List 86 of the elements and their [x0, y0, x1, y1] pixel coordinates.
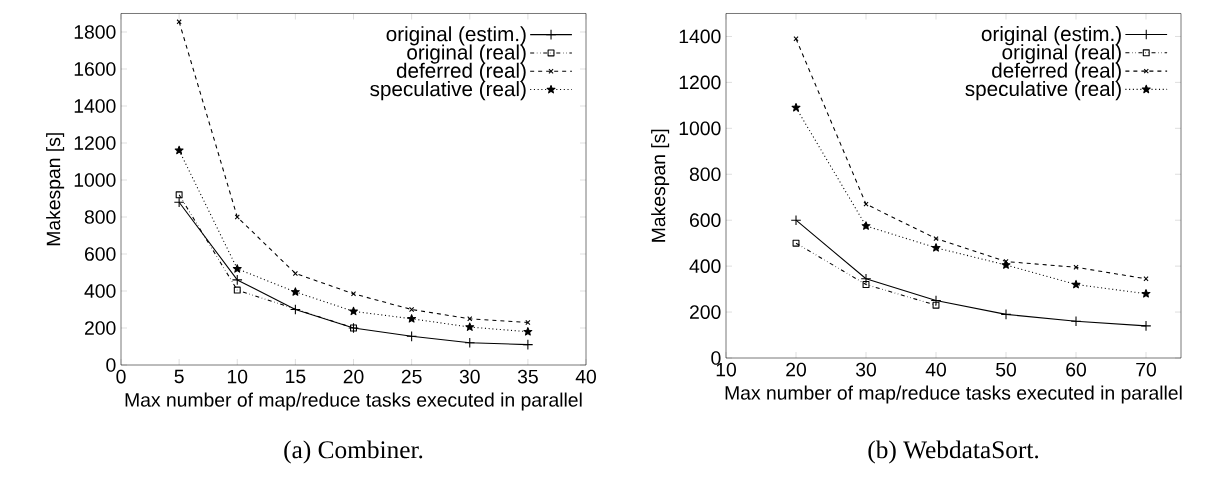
point	[290, 287, 300, 296]
y-tick-label: 1000	[74, 173, 116, 187]
legend-label: original (real)	[407, 44, 526, 64]
legend-label: original (estim.)	[981, 26, 1121, 46]
x-tick-label: 35	[517, 369, 538, 384]
text: (b) WebdataSort.	[868, 440, 1039, 464]
point	[232, 264, 242, 273]
point	[791, 103, 801, 112]
point	[407, 314, 417, 323]
point	[790, 214, 802, 226]
x-tick-label: 0	[116, 369, 126, 384]
y-tick-label: 1000	[679, 121, 721, 136]
x-tick-label: 25	[401, 369, 422, 384]
legend-label: original (real)	[1002, 44, 1121, 64]
legend-label: original (estim.)	[386, 26, 526, 46]
y-tick-label: 800	[689, 167, 721, 182]
point	[1140, 320, 1152, 332]
point	[174, 145, 184, 155]
y-tick-label: 400	[84, 284, 116, 298]
x-tick-label: 5	[174, 369, 184, 384]
point	[1070, 315, 1082, 327]
point	[292, 270, 298, 277]
point	[464, 337, 476, 349]
point	[406, 330, 417, 342]
y-tick-label: 1600	[74, 62, 116, 76]
y-tick-label: 600	[85, 247, 116, 261]
point	[862, 281, 870, 288]
legend-label: deferred (real)	[992, 62, 1121, 82]
point	[931, 243, 941, 252]
y-tick-label: 1400	[679, 29, 721, 44]
y-tick-label: 1200	[679, 75, 721, 90]
y-tick-label: 600	[690, 213, 721, 228]
legend-label: speculative (real)	[965, 80, 1121, 101]
y-axis-title: Makespan [s]	[651, 129, 670, 242]
point	[233, 286, 241, 294]
x-tick-label: 40	[925, 362, 947, 377]
point	[930, 295, 942, 306]
y-tick-label: 1800	[74, 25, 116, 39]
point	[525, 319, 531, 326]
point	[176, 19, 182, 25]
point	[465, 322, 475, 331]
point	[1073, 264, 1079, 270]
point	[522, 339, 534, 350]
y-tick-label: 800	[84, 210, 116, 224]
y-tick-label: 1400	[74, 99, 116, 113]
x-axis-title: Max number of map/reduce tasks executed in parallel	[725, 385, 1182, 404]
point	[173, 196, 185, 208]
point	[231, 274, 243, 286]
point	[290, 304, 301, 315]
point	[175, 191, 183, 199]
point	[1001, 260, 1011, 269]
point	[523, 327, 533, 336]
x-tick-label: 40	[575, 369, 596, 384]
point	[409, 306, 415, 313]
x-tick-label: 50	[996, 362, 1017, 377]
x-tick-label: 20	[786, 362, 806, 377]
point	[234, 214, 240, 220]
point	[793, 36, 799, 42]
point	[1000, 309, 1012, 320]
point	[860, 273, 872, 285]
point	[861, 221, 871, 230]
text: (a) Combiner.	[284, 440, 423, 464]
x-tick-label: 70	[1136, 362, 1156, 377]
point	[1071, 279, 1081, 289]
x-tick-label: 10	[227, 369, 248, 384]
x-tick-label: 30	[855, 362, 876, 377]
point	[1141, 289, 1151, 298]
x-tick-label: 60	[1066, 362, 1086, 377]
point	[792, 239, 800, 247]
point	[350, 291, 357, 297]
y-axis-title: Makespan [s]	[46, 133, 65, 246]
point	[349, 306, 358, 316]
point	[1143, 276, 1149, 282]
x-tick-label: 15	[286, 369, 306, 384]
x-tick-label: 20	[343, 369, 364, 384]
point	[932, 301, 940, 309]
point	[467, 316, 473, 322]
legend-label: speculative (real)	[370, 81, 526, 101]
point	[863, 201, 869, 207]
y-tick-label: 200	[85, 321, 116, 335]
y-tick-label: 1200	[74, 136, 116, 150]
point	[933, 235, 939, 242]
y-tick-label: 200	[690, 305, 721, 319]
y-tick-label: 400	[689, 259, 721, 273]
x-axis-title: Max number of map/reduce tasks executed in parallel	[125, 392, 582, 411]
x-tick-label: 30	[459, 369, 480, 384]
